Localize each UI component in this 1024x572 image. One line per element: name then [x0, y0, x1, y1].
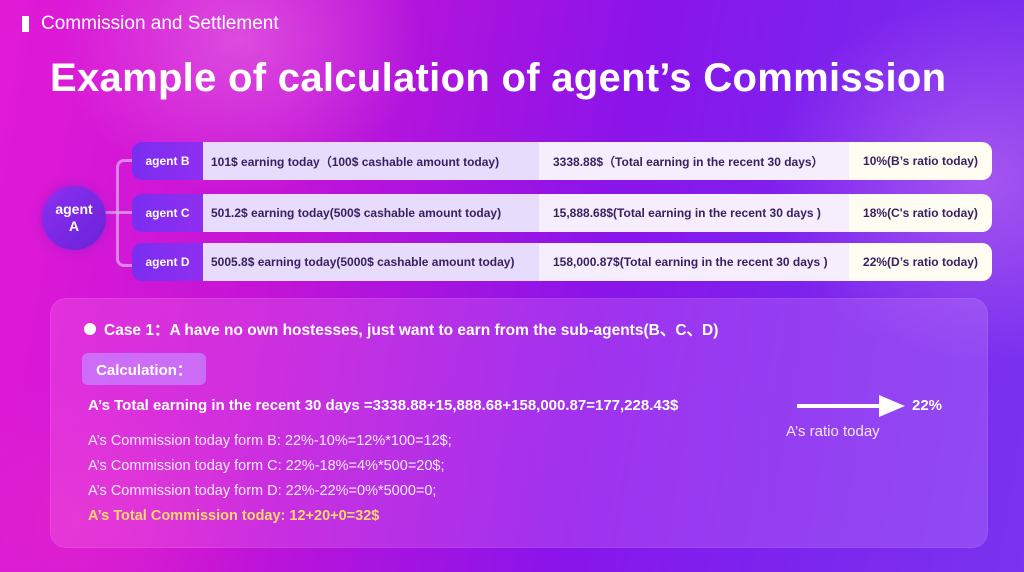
- agent-row-b: agent B 101$ earning today（100$ cashable…: [132, 142, 992, 180]
- agent-total-30days: 158,000.87$(Total earning in the recent …: [539, 243, 849, 281]
- commission-line-d: A’s Commission today form D: 22%-22%=0%*…: [88, 483, 437, 499]
- agent-a-node: agent A: [42, 186, 106, 250]
- agent-ratio: 10%(B’s ratio today): [849, 142, 992, 180]
- a-ratio-value: 22%: [912, 397, 943, 414]
- commission-line-c: A’s Commission today form C: 22%-18%=4%*…: [88, 458, 445, 474]
- commission-line-b: A’s Commission today form B: 22%-10%=12%…: [88, 433, 452, 449]
- agent-ratio: 22%(D’s ratio today): [849, 243, 992, 281]
- agent-earning: 501.2$ earning today(500$ cashable amoun…: [203, 194, 539, 232]
- tree-connector-mid: [104, 211, 134, 214]
- bullet-icon: [84, 323, 96, 335]
- agent-a-line1: agent: [55, 201, 93, 217]
- agent-label: agent C: [132, 194, 203, 232]
- agent-a-line2: A: [68, 218, 80, 234]
- agent-earning: 5005.8$ earning today(5000$ cashable amo…: [203, 243, 539, 281]
- case-title: Case 1：A have no own hostesses, just wan…: [84, 318, 718, 340]
- arrow-right-icon: [797, 395, 905, 417]
- agent-ratio: 18%(C's ratio today): [849, 194, 992, 232]
- agent-earning: 101$ earning today（100$ cashable amount …: [203, 142, 539, 180]
- case-title-text: Case 1：A have no own hostesses, just wan…: [104, 322, 719, 339]
- agent-row-d: agent D 5005.8$ earning today(5000$ cash…: [132, 243, 992, 281]
- agent-total-30days: 3338.88$（Total earning in the recent 30 …: [539, 142, 849, 180]
- header-bar-icon: [22, 16, 29, 32]
- case-panel: [50, 298, 988, 548]
- agent-total-30days: 15,888.68$(Total earning in the recent 3…: [539, 194, 849, 232]
- section-header: Commission and Settlement: [22, 13, 279, 35]
- agent-label: agent D: [132, 243, 203, 281]
- total-commission-line: A’s Total Commission today: 12+20+0=32$: [88, 508, 380, 524]
- agent-label: agent B: [132, 142, 203, 180]
- section-label: Commission and Settlement: [41, 13, 279, 34]
- agent-row-c: agent C 501.2$ earning today(500$ cashab…: [132, 194, 992, 232]
- page-title: Example of calculation of agent’s Commis…: [50, 56, 947, 100]
- a-ratio-label: A’s ratio today: [786, 423, 880, 440]
- calculation-label: Calculation：: [82, 353, 206, 385]
- total-earning-line: A’s Total earning in the recent 30 days …: [88, 397, 679, 414]
